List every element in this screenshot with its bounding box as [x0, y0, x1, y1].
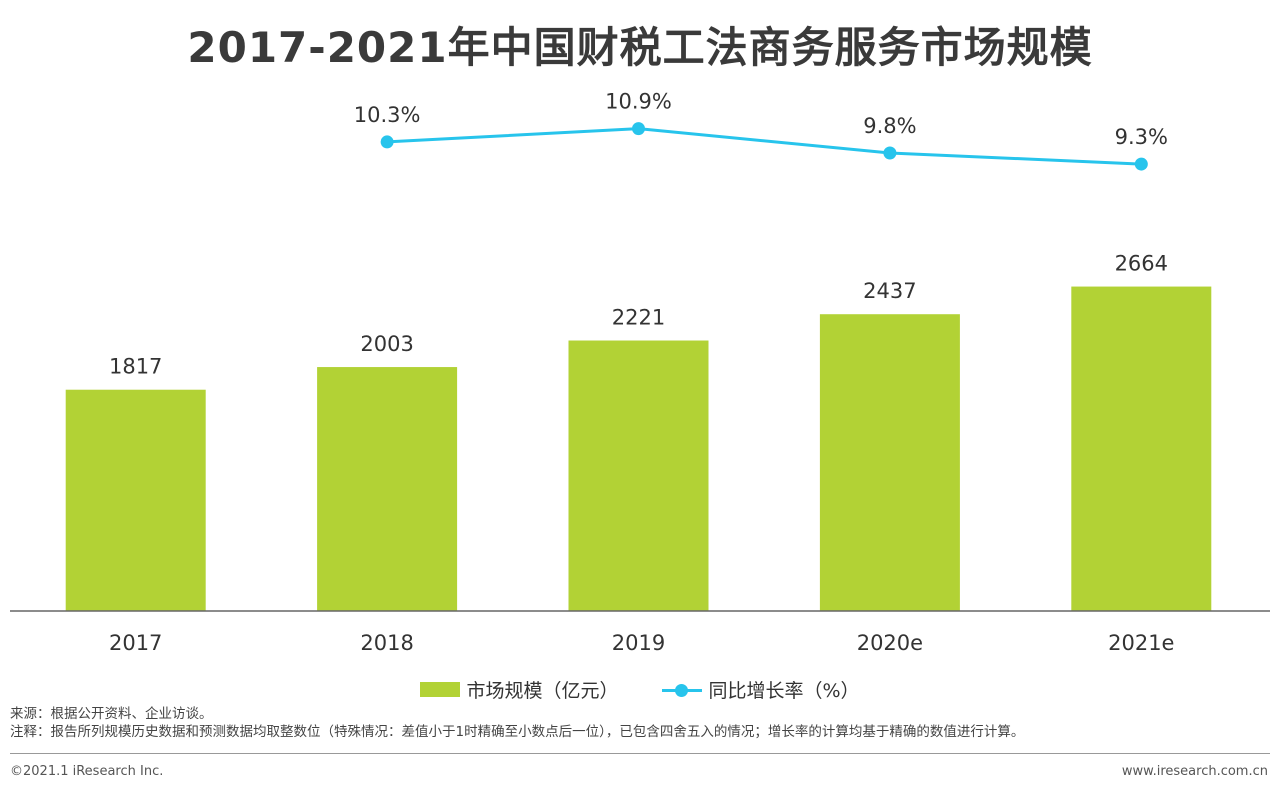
bar-value-label-2017: 1817	[109, 355, 162, 379]
legend-bar-label: 市场规模（亿元）	[466, 680, 619, 702]
x-tick-label-2021e: 2021e	[1108, 631, 1174, 655]
growth-point-2018	[380, 135, 394, 149]
growth-label-2021e: 9.3%	[1115, 125, 1168, 149]
bar-value-label-2018: 2003	[360, 332, 413, 356]
bar-2017	[65, 389, 206, 611]
growth-label-2019: 10.9%	[605, 90, 672, 114]
growth-point-2021e	[1134, 157, 1148, 171]
remark-note: 注释：报告所列规模历史数据和预测数据均取整数位（特殊情况：差值小于1时精确至小数…	[10, 724, 1025, 740]
labels-layer: 1817 2017 2003 2018 2221 2019 2437 2020e 2664 202…	[109, 90, 1175, 655]
x-tick-label-2019: 2019	[612, 631, 665, 655]
x-tick-label-2018: 2018	[360, 631, 413, 655]
legend-line-label: 同比增长率（%）	[708, 680, 860, 702]
growth-rate-line	[387, 127, 1142, 166]
legend-bar-swatch	[420, 682, 461, 697]
bar-value-label-2021e: 2664	[1115, 252, 1168, 276]
x-tick-label-2020e: 2020e	[857, 631, 923, 655]
chart-title: 2017-2021年中国财税工法商务服务市场规模	[187, 23, 1093, 72]
x-tick-label-2017: 2017	[109, 631, 162, 655]
bar-2021e	[1071, 286, 1212, 611]
bar-2019	[568, 340, 709, 611]
growth-label-2020e: 9.8%	[863, 114, 916, 138]
legend-line-swatch	[662, 683, 703, 697]
legend-item-bar: 市场规模（亿元）	[420, 676, 618, 703]
growth-label-2018: 10.3%	[354, 103, 421, 127]
growth-point-2020e	[883, 146, 897, 160]
growth-point-2019	[632, 122, 645, 136]
bar-2018	[317, 367, 458, 611]
notes: 来源：根据公开资料、企业访谈。 注释：报告所列规模历史数据和预测数据均取整数位（…	[10, 705, 1024, 741]
website-url: www.iresearch.com.cn	[1121, 764, 1268, 779]
source-note: 来源：根据公开资料、企业访谈。	[10, 706, 213, 722]
bar-2020e	[819, 314, 960, 611]
bar-value-label-2019: 2221	[612, 306, 665, 330]
footer-divider	[10, 753, 1270, 754]
bar-value-label-2020e: 2437	[863, 279, 916, 303]
chart-svg: 1817 2017 2003 2018 2221 2019 2437 2020e 2664 202…	[10, 90, 1270, 655]
legend: 市场规模（亿元） 同比增长率（%）	[0, 676, 1280, 703]
legend-item-line: 同比增长率（%）	[662, 676, 860, 703]
bars-layer	[65, 286, 1212, 611]
line-layer	[380, 122, 1148, 171]
copyright: ©2021.1 iResearch Inc.	[10, 764, 164, 779]
